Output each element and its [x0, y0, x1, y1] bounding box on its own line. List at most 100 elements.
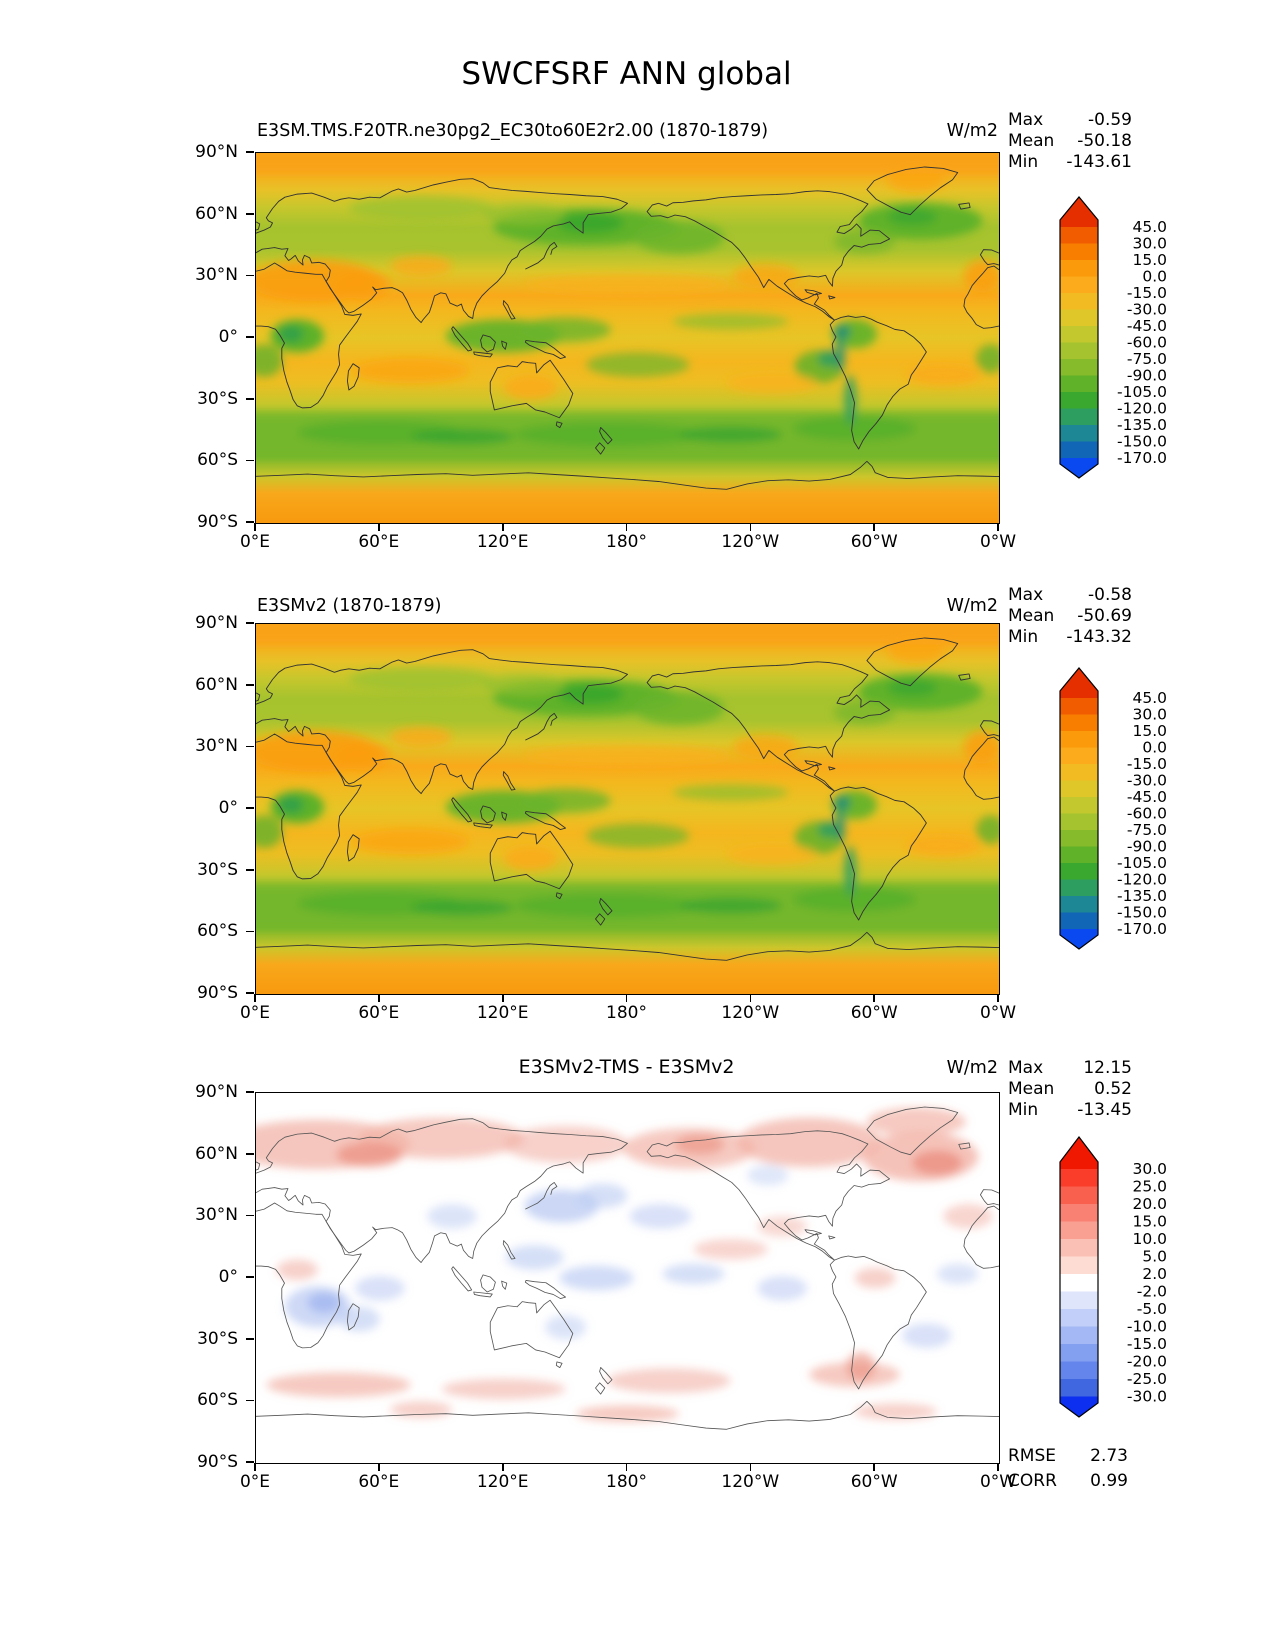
y-tick-label: 30°S [197, 388, 238, 409]
metric-label: RMSE [1008, 1446, 1057, 1466]
stat-label: Min [1008, 1100, 1039, 1120]
svg-text:10.0: 10.0 [1132, 1230, 1167, 1248]
x-tick-label: 60°W [850, 532, 898, 552]
svg-text:-45.0: -45.0 [1127, 317, 1167, 335]
stat-label: Mean [1008, 131, 1055, 151]
axis-tick [254, 523, 256, 531]
panel1-stats: Max -0.59 Mean -50.18 Min -143.61 [1008, 110, 1132, 173]
svg-text:15.0: 15.0 [1132, 251, 1167, 269]
panel3-metrics: RMSE 2.73 CORR 0.99 [1008, 1444, 1128, 1494]
y-tick-label: 60°S [197, 921, 238, 942]
axis-tick [246, 683, 254, 686]
figure-title: SWCFSRF ANN global [461, 56, 792, 92]
svg-text:-15.0: -15.0 [1127, 1335, 1167, 1353]
svg-text:5.0: 5.0 [1142, 1248, 1167, 1266]
axis-tick [246, 745, 254, 748]
svg-text:-45.0: -45.0 [1127, 788, 1167, 806]
axis-tick [378, 523, 380, 531]
axis-tick [246, 336, 254, 338]
svg-text:45.0: 45.0 [1132, 218, 1167, 236]
x-tick-label: 120°E [476, 1003, 529, 1023]
svg-text:-30.0: -30.0 [1127, 1388, 1167, 1406]
x-tick-label: 120°E [476, 532, 529, 552]
x-tick-label: 120°E [476, 1472, 529, 1492]
axis-tick [625, 1463, 628, 1471]
svg-text:30.0: 30.0 [1132, 1160, 1167, 1178]
svg-text:-60.0: -60.0 [1127, 805, 1167, 823]
x-tick-label: 180° [606, 1472, 647, 1492]
x-tick-label: 0°E [239, 1003, 271, 1023]
x-tick-label: 60°W [850, 1003, 898, 1023]
svg-text:-15.0: -15.0 [1127, 284, 1167, 302]
y-tick-label: 90°S [197, 983, 238, 1003]
y-tick-label: 90°S [197, 512, 238, 532]
axis-tick [246, 1399, 254, 1402]
y-tick-label: 30°N [195, 736, 238, 757]
panel3-title: E3SMv2-TMS - E3SMv2 [518, 1056, 735, 1078]
map-model [255, 152, 1000, 524]
axis-tick [997, 523, 999, 531]
svg-text:-60.0: -60.0 [1127, 334, 1167, 352]
axis-tick [246, 807, 254, 809]
axis-tick [625, 994, 628, 1002]
axis-tick [246, 212, 254, 215]
axis-tick [625, 523, 628, 531]
x-tick-label: 180° [606, 532, 647, 552]
axis-tick [246, 992, 254, 994]
svg-text:-25.0: -25.0 [1127, 1370, 1167, 1388]
map-model-svg [256, 153, 999, 523]
axis-tick [246, 151, 254, 153]
svg-text:-2.0: -2.0 [1137, 1283, 1167, 1301]
svg-text:-105.0: -105.0 [1117, 854, 1167, 872]
axis-tick [246, 1152, 254, 1155]
stat-label: Mean [1008, 606, 1055, 626]
svg-text:-10.0: -10.0 [1127, 1318, 1167, 1336]
y-tick-label: 60°S [197, 450, 238, 471]
svg-text:-135.0: -135.0 [1117, 416, 1167, 434]
panel3-stats: Max 12.15 Mean 0.52 Min -13.45 [1008, 1058, 1132, 1121]
svg-text:-150.0: -150.0 [1117, 433, 1167, 451]
svg-text:-15.0: -15.0 [1127, 755, 1167, 773]
panel1-units: W/m2 [946, 121, 998, 141]
svg-text:-30.0: -30.0 [1127, 301, 1167, 319]
stat-value: 12.15 [1083, 1058, 1132, 1078]
axis-tick [246, 622, 254, 624]
panel1-title: E3SM.TMS.F20TR.ne30pg2_EC30to60E2r2.00 (… [257, 121, 769, 141]
svg-text:-75.0: -75.0 [1127, 350, 1167, 368]
contour-fill-blobs [256, 1107, 993, 1422]
svg-text:0.0: 0.0 [1142, 268, 1167, 286]
x-tick-label: 0°E [239, 532, 271, 552]
axis-tick [246, 1461, 254, 1463]
x-tick-label: 60°E [358, 1472, 400, 1492]
axis-tick [378, 1463, 380, 1471]
svg-text:2.0: 2.0 [1142, 1265, 1167, 1283]
svg-text:-120.0: -120.0 [1117, 871, 1167, 889]
axis-tick [873, 1463, 876, 1471]
x-tick-label: 120°W [721, 1472, 780, 1492]
axis-tick [246, 459, 254, 462]
y-tick-label: 30°N [195, 1205, 238, 1226]
svg-text:-105.0: -105.0 [1117, 383, 1167, 401]
svg-text:-150.0: -150.0 [1117, 904, 1167, 922]
stat-label: Min [1008, 152, 1039, 172]
svg-text:30.0: 30.0 [1132, 235, 1167, 253]
x-tick-label: 0°W [979, 532, 1017, 552]
stat-label: Max [1008, 1058, 1044, 1078]
panel2-stats: Max -0.58 Mean -50.69 Min -143.32 [1008, 585, 1132, 648]
svg-text:20.0: 20.0 [1132, 1195, 1167, 1213]
y-tick-label: 30°N [195, 265, 238, 286]
x-tick-label: 60°W [850, 1472, 898, 1492]
colorbar-model: 45.0 30.0 15.0 0.0 -15.0 -30.0 -45.0 -60… [1052, 190, 1182, 490]
axis-tick [246, 930, 254, 933]
axis-tick [246, 274, 254, 277]
svg-text:-170.0: -170.0 [1117, 449, 1167, 467]
x-tick-label: 60°E [358, 532, 400, 552]
axis-tick [749, 994, 752, 1002]
axis-tick [997, 1463, 999, 1471]
map-reference [255, 623, 1000, 995]
map-difference-svg [256, 1093, 999, 1463]
x-tick-label: 0°W [979, 1472, 1017, 1492]
svg-text:0.0: 0.0 [1142, 739, 1167, 757]
stat-value: -13.45 [1077, 1100, 1132, 1120]
svg-text:-170.0: -170.0 [1117, 920, 1167, 938]
